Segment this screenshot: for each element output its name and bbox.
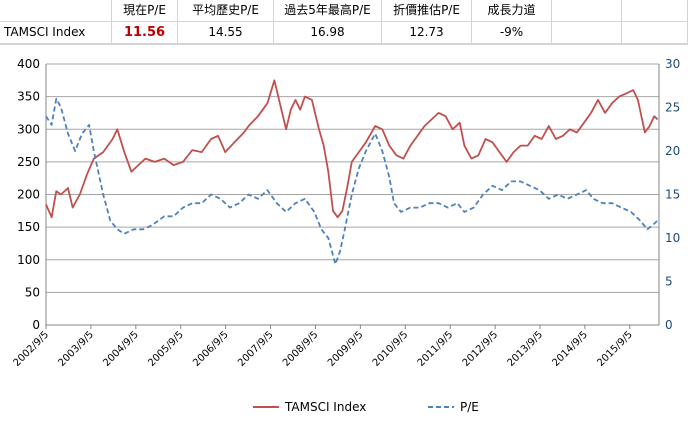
x-tick-label: 2002/9/5 [12,329,52,369]
series-lines [45,79,659,265]
y-right-tick-label: 5 [665,275,673,289]
gridlines [46,63,659,293]
pe-chart: 0 50 100 150 200 250 300 350 400 0 5 10 15 20 25 30 2002… [12,57,681,414]
value-average-pe[interactable]: 14.55 [178,22,274,44]
y-left-tick-label: 300 [17,122,40,136]
y-right-tick-label: 10 [665,231,680,245]
x-tick-label: 2015/9/5 [595,329,635,369]
legend: TAMSCI Index P/E [253,400,479,414]
y-left-tick-label: 0 [32,318,40,332]
header-empty-1[interactable] [552,0,622,22]
x-tick-label: 2007/9/5 [236,329,276,369]
x-tick-label: 2012/9/5 [461,329,501,369]
x-tick-label: 2010/9/5 [371,329,411,369]
y-right-tick-label: 20 [665,144,680,158]
row-label[interactable]: TAMSCI Index [0,22,112,44]
y-right-tick-label: 15 [665,188,680,202]
y-left-tick-label: 350 [17,90,40,104]
legend-label: P/E [460,400,479,414]
y-left-tick-label: 150 [17,220,40,234]
y-left-tick-label: 50 [25,285,40,299]
y-left-tick-label: 400 [17,57,40,71]
y-left-tick-label: 250 [17,155,40,169]
summary-table: 現在P/E 平均歷史P/E 過去5年最高P/E 折價推估P/E 成長力道 TAM… [0,0,688,44]
y-left-tick-label: 100 [17,253,40,267]
x-tick-label: 2008/9/5 [281,329,321,369]
header-discount-pe[interactable]: 折價推估P/E [382,0,472,22]
x-tick-label: 2009/9/5 [326,329,366,369]
pe-series-line [45,97,659,265]
x-tick-label: 2014/9/5 [550,329,590,369]
value-current-pe[interactable]: 11.56 [112,22,178,44]
axes: 0 50 100 150 200 250 300 350 400 0 5 10 15 20 25 30 2002… [12,57,681,369]
header-empty-2[interactable] [622,0,688,22]
x-tick-label: 2003/9/5 [56,329,96,369]
value-discount-pe[interactable]: 12.73 [382,22,472,44]
header-average-pe[interactable]: 平均歷史P/E [178,0,274,22]
x-tick-label: 2013/9/5 [506,329,546,369]
index-series-line [45,79,659,219]
y-left-tick-label: 200 [17,188,40,202]
row-empty-1[interactable] [552,22,622,44]
y-right-tick-label: 25 [665,101,680,115]
x-tick-label: 2006/9/5 [191,329,231,369]
value-5yr-high-pe[interactable]: 16.98 [274,22,382,44]
legend-label: TAMSCI Index [284,400,366,414]
value-growth[interactable]: -9% [472,22,552,44]
x-tick-label: 2005/9/5 [146,329,186,369]
header-growth[interactable]: 成長力道 [472,0,552,22]
row-empty-2[interactable] [622,22,688,44]
x-tick-label: 2011/9/5 [416,329,456,369]
header-5yr-high-pe[interactable]: 過去5年最高P/E [274,0,382,22]
y-right-tick-label: 0 [665,318,673,332]
x-tick-label: 2004/9/5 [101,329,141,369]
table-header-blank[interactable] [0,0,112,22]
y-right-tick-label: 30 [665,57,680,71]
header-current-pe[interactable]: 現在P/E [112,0,178,22]
chart-area[interactable]: 0 50 100 150 200 250 300 350 400 0 5 10 15 20 25 30 2002… [0,44,688,431]
